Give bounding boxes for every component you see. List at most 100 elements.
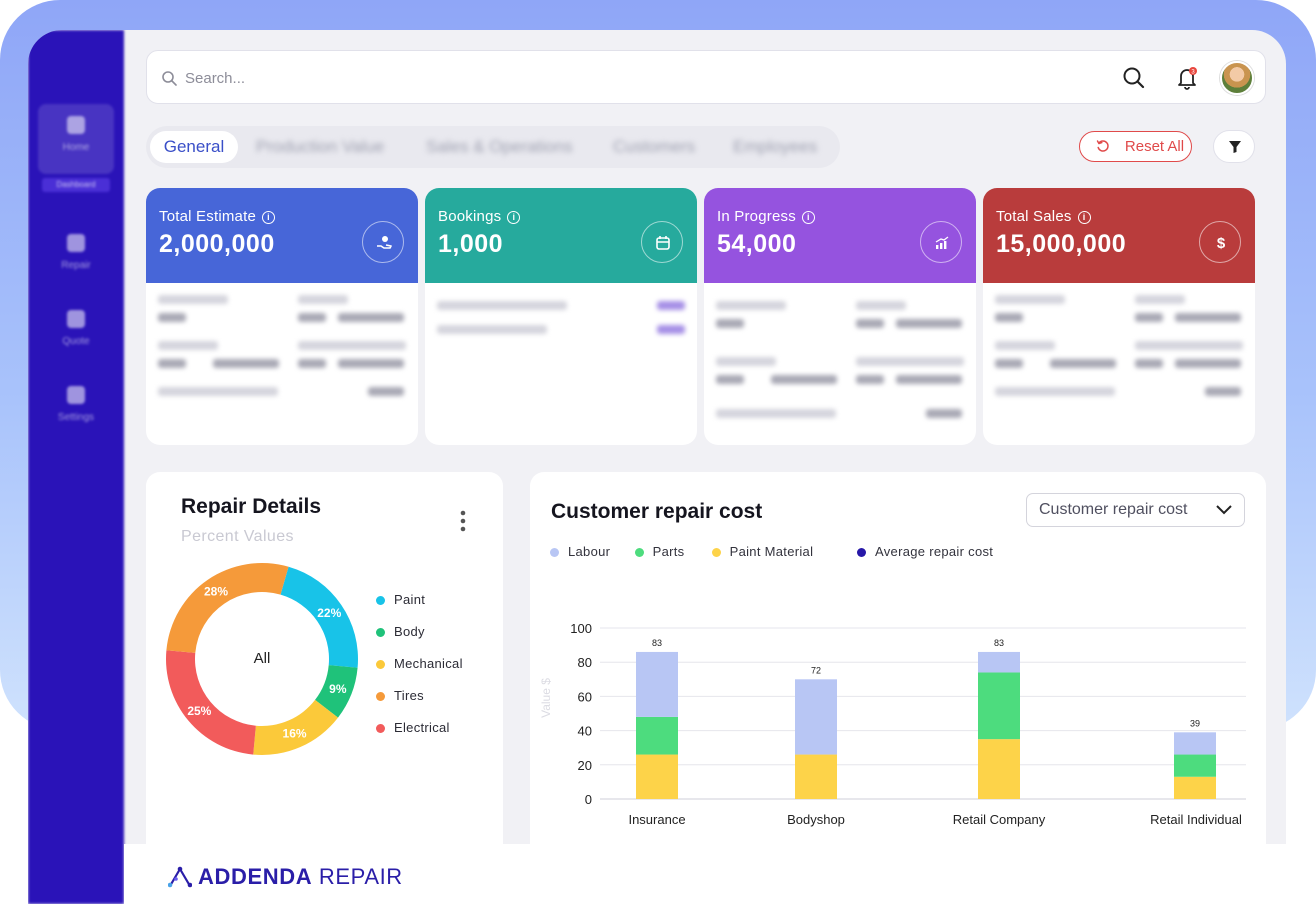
- reset-all-label: Reset All: [1124, 137, 1185, 155]
- legend-item-labour[interactable]: Labour: [550, 544, 610, 559]
- legend-item-tires[interactable]: Tires: [376, 688, 424, 703]
- chart-type-select-value: Customer repair cost: [1039, 501, 1188, 518]
- legend-item-paint[interactable]: Paint: [376, 592, 425, 607]
- reset-icon: [1096, 140, 1109, 152]
- bar-segment-parts[interactable]: [636, 716, 678, 755]
- more-options-icon[interactable]: [460, 510, 466, 532]
- donut-slice-label: 22%: [317, 606, 341, 620]
- legend-item-paint-material[interactable]: Paint Material: [711, 544, 814, 559]
- panel-title: Customer repair cost: [551, 500, 763, 523]
- info-icon[interactable]: i: [507, 210, 521, 224]
- kpi-card-bookings[interactable]: Bookings i 1,000: [425, 188, 697, 445]
- legend-dot: [550, 548, 559, 558]
- brand-footer: ADDENDA REPAIR: [124, 844, 1286, 904]
- bar-segment-labour[interactable]: [795, 679, 837, 755]
- info-icon[interactable]: i: [262, 210, 276, 224]
- donut-slice-label: 9%: [329, 682, 347, 696]
- kpi-card-title: Bookings i: [438, 208, 521, 225]
- kpi-card-value: 15,000,000: [996, 230, 1127, 258]
- legend-item-average-repair-cost[interactable]: Average repair cost: [857, 544, 993, 559]
- tab-customers[interactable]: Customers: [613, 137, 696, 156]
- donut-slice-label: 25%: [187, 704, 211, 718]
- tab-production-value[interactable]: Production Value: [256, 137, 385, 156]
- legend-dot: [857, 548, 866, 558]
- home-icon: [67, 116, 85, 134]
- search-icon: [162, 71, 177, 86]
- tab-employees[interactable]: Employees: [733, 137, 818, 156]
- legend-dot: [376, 628, 385, 638]
- sidebar-item-home[interactable]: Home Dashboard: [38, 104, 114, 192]
- bell-icon[interactable]: 3: [1173, 64, 1201, 92]
- kpi-card-value: 54,000: [717, 230, 797, 258]
- legend-label: Mechanical: [394, 656, 463, 671]
- legend-item-electrical[interactable]: Electrical: [376, 720, 450, 735]
- info-icon[interactable]: i: [801, 210, 815, 224]
- legend-item-parts[interactable]: Parts: [634, 544, 685, 559]
- legend-label: Tires: [394, 688, 424, 703]
- bar-segment-labour[interactable]: [978, 651, 1020, 673]
- avatar[interactable]: [1220, 61, 1254, 95]
- legend-dot: [376, 692, 385, 702]
- kpi-card-value: 1,000: [438, 230, 504, 258]
- repair-details-panel: Repair Details Percent Values 22% 9% 16% 25…: [146, 472, 503, 872]
- sidebar-item-repair[interactable]: Repair: [38, 222, 114, 292]
- x-tick-label: Retail Individual: [1150, 812, 1242, 827]
- y-tick-label: 60: [578, 689, 592, 704]
- bar-segment-paint-material[interactable]: [978, 739, 1020, 799]
- tab-sales-operations[interactable]: Sales & Operations: [426, 137, 573, 156]
- sidebar-item-label: Settings: [57, 412, 95, 423]
- donut-slice-body[interactable]: [315, 665, 358, 718]
- sidebar-item-label: Home: [62, 142, 90, 153]
- kpi-card-details-blurred: [716, 293, 966, 433]
- chart-type-select[interactable]: Customer repair cost: [1026, 493, 1245, 527]
- legend-dot: [376, 724, 385, 734]
- bar-segment-labour[interactable]: [1174, 732, 1216, 755]
- kpi-card-total-estimate[interactable]: Total Estimate i 2,000,000: [146, 188, 418, 445]
- legend-dot: [376, 596, 385, 606]
- legend-label: Paint: [394, 592, 426, 607]
- legend-item-mechanical[interactable]: Mechanical: [376, 656, 463, 671]
- sidebar: Home Dashboard Repair Quote Settings: [28, 30, 124, 904]
- search-input[interactable]: [185, 66, 785, 90]
- kpi-card-value: 2,000,000: [159, 230, 275, 258]
- gear-icon: [67, 386, 85, 404]
- donut-slice-electrical[interactable]: [166, 650, 256, 755]
- tab-bar: General Production Value Sales & Operati…: [146, 126, 840, 168]
- bar-segment-paint-material[interactable]: [1174, 776, 1216, 799]
- panel-subtitle: Percent Values: [181, 528, 294, 545]
- x-tick-label: Insurance: [628, 812, 685, 827]
- tab-general[interactable]: General: [150, 131, 238, 163]
- kpi-card-title: Total Sales i: [996, 208, 1091, 225]
- legend-item-body[interactable]: Body: [376, 624, 425, 639]
- y-tick-label: 40: [578, 724, 592, 739]
- sidebar-item-settings[interactable]: Settings: [38, 374, 114, 444]
- sidebar-item-label: Repair: [61, 260, 91, 271]
- bar-segment-labour[interactable]: [636, 651, 678, 717]
- y-tick-label: 100: [570, 621, 592, 636]
- sidebar-item-quote[interactable]: Quote: [38, 298, 114, 368]
- donut-slice-label: 28%: [204, 585, 228, 599]
- bar-segment-parts[interactable]: [978, 672, 1020, 740]
- calendar-icon: [641, 221, 683, 263]
- kpi-card-header: Total Sales i 15,000,000 $: [983, 188, 1255, 283]
- donut-slice-tires[interactable]: [166, 563, 289, 653]
- bar-segment-parts[interactable]: [1174, 754, 1216, 777]
- sidebar-item-label: Quote: [62, 336, 90, 347]
- reset-all-button[interactable]: Reset All: [1079, 131, 1192, 162]
- chevron-down-icon: [1216, 505, 1232, 515]
- repair-donut-chart: 22% 9% 16% 25% 28% All: [166, 563, 358, 755]
- kpi-card-total-sales[interactable]: Total Sales i 15,000,000 $: [983, 188, 1255, 445]
- bar-segment-paint-material[interactable]: [795, 754, 837, 799]
- info-icon[interactable]: i: [1077, 210, 1091, 224]
- legend-label: Parts: [652, 544, 685, 559]
- bar-segment-paint-material[interactable]: [636, 754, 678, 799]
- donut-slice-paint[interactable]: [280, 566, 358, 668]
- donut-slice-mechanical[interactable]: [253, 699, 339, 755]
- filter-button[interactable]: [1213, 130, 1255, 163]
- panel-title: Repair Details: [181, 495, 322, 518]
- kpi-card-in-progress[interactable]: In Progress i 54,000: [704, 188, 976, 445]
- document-icon: [67, 310, 85, 328]
- dollar-icon: $: [1199, 221, 1241, 263]
- search-button-icon[interactable]: [1120, 64, 1148, 92]
- kpi-card-header: Total Estimate i 2,000,000: [146, 188, 418, 283]
